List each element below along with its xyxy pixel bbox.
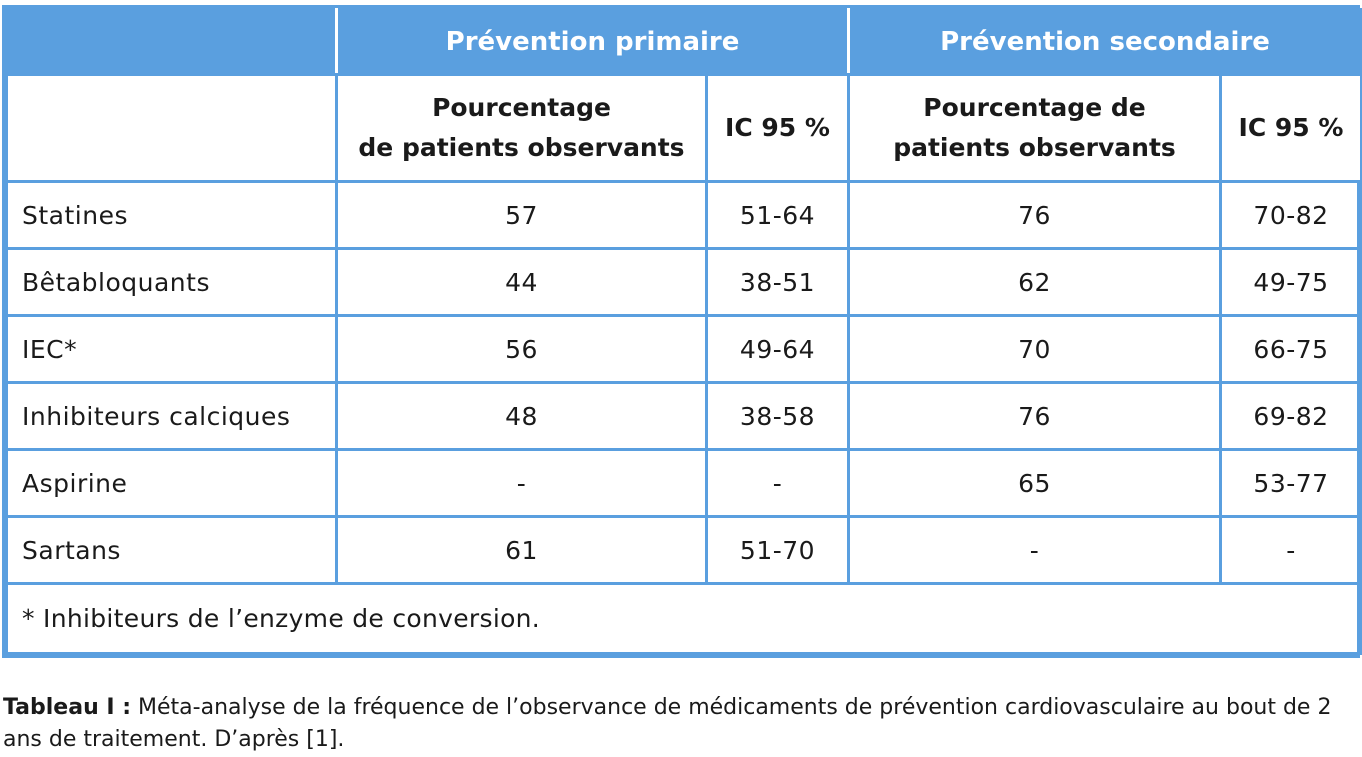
table-caption: Tableau I : Méta-analyse de la fréquence… — [3, 692, 1359, 756]
table-footnote: * Inhibiteurs de l’enzyme de conversion. — [4, 582, 1362, 655]
primary-ic-cell: 38-58 — [705, 381, 850, 451]
primary-percentage-cell: 57 — [335, 180, 708, 250]
group-header-row: Prévention primaire Prévention secondair… — [5, 8, 1362, 76]
row-label: Bêtabloquants — [5, 247, 338, 317]
table-row: IEC* 56 49-64 70 66-75 — [5, 314, 1362, 384]
table-row: Sartans 61 51-70 - - — [5, 515, 1362, 585]
row-label: Statines — [5, 180, 338, 250]
primary-ic-cell: 51-70 — [705, 515, 850, 585]
table-row: Inhibiteurs calciques 48 38-58 76 69-82 — [5, 381, 1362, 451]
primary-ic-cell: 51-64 — [705, 180, 850, 250]
table-row: Aspirine - - 65 53-77 — [5, 448, 1362, 518]
primary-percentage-cell: 56 — [335, 314, 708, 384]
secondary-percentage-cell: - — [847, 515, 1222, 585]
column-header-secondary-percentage-line2: patients observants — [893, 133, 1176, 162]
column-header-primary-ic: IC 95 % — [705, 73, 850, 183]
primary-percentage-cell: - — [335, 448, 708, 518]
column-header-primary-percentage: Pourcentage de patients observants — [335, 73, 708, 183]
secondary-ic-cell: - — [1218, 515, 1362, 585]
primary-percentage-cell: 44 — [335, 247, 708, 317]
column-header-row: Pourcentage de patients observants IC 95… — [5, 73, 1362, 183]
secondary-percentage-cell: 65 — [847, 448, 1222, 518]
primary-ic-cell: - — [705, 448, 850, 518]
secondary-percentage-cell: 76 — [847, 381, 1222, 451]
secondary-ic-cell: 53-77 — [1218, 448, 1362, 518]
primary-ic-cell: 38-51 — [705, 247, 850, 317]
secondary-percentage-cell: 70 — [847, 314, 1222, 384]
column-header-secondary-percentage-line1: Pourcentage de — [923, 93, 1146, 122]
caption-text: Méta-analyse de la fréquence de l’observ… — [3, 695, 1332, 752]
group-header-primary: Prévention primaire — [335, 8, 850, 76]
group-header-secondary: Prévention secondaire — [846, 8, 1362, 76]
observance-table-container: Prévention primaire Prévention secondair… — [2, 5, 1362, 658]
column-header-empty — [5, 73, 338, 183]
table-row: Bêtabloquants 44 38-51 62 49-75 — [5, 247, 1362, 317]
secondary-ic-cell: 66-75 — [1218, 314, 1362, 384]
row-label: Inhibiteurs calciques — [5, 381, 338, 451]
column-header-primary-percentage-line2: de patients observants — [358, 133, 685, 162]
caption-label: Tableau I : — [3, 695, 132, 720]
row-label: Aspirine — [5, 448, 338, 518]
primary-percentage-cell: 61 — [335, 515, 708, 585]
column-header-secondary-percentage: Pourcentage de patients observants — [847, 73, 1222, 183]
row-label: Sartans — [5, 515, 338, 585]
secondary-percentage-cell: 76 — [847, 180, 1222, 250]
secondary-ic-cell: 69-82 — [1218, 381, 1362, 451]
group-header-empty — [5, 8, 338, 76]
row-label: IEC* — [5, 314, 338, 384]
column-header-primary-percentage-line1: Pourcentage — [432, 93, 611, 122]
secondary-ic-cell: 70-82 — [1218, 180, 1362, 250]
secondary-percentage-cell: 62 — [847, 247, 1222, 317]
column-header-secondary-ic: IC 95 % — [1218, 73, 1362, 183]
footnote-row: * Inhibiteurs de l’enzyme de conversion. — [4, 582, 1362, 655]
primary-ic-cell: 49-64 — [705, 314, 850, 384]
secondary-ic-cell: 49-75 — [1218, 247, 1362, 317]
table-row: Statines 57 51-64 76 70-82 — [5, 180, 1362, 250]
primary-percentage-cell: 48 — [335, 381, 708, 451]
observance-table: Prévention primaire Prévention secondair… — [4, 8, 1362, 655]
